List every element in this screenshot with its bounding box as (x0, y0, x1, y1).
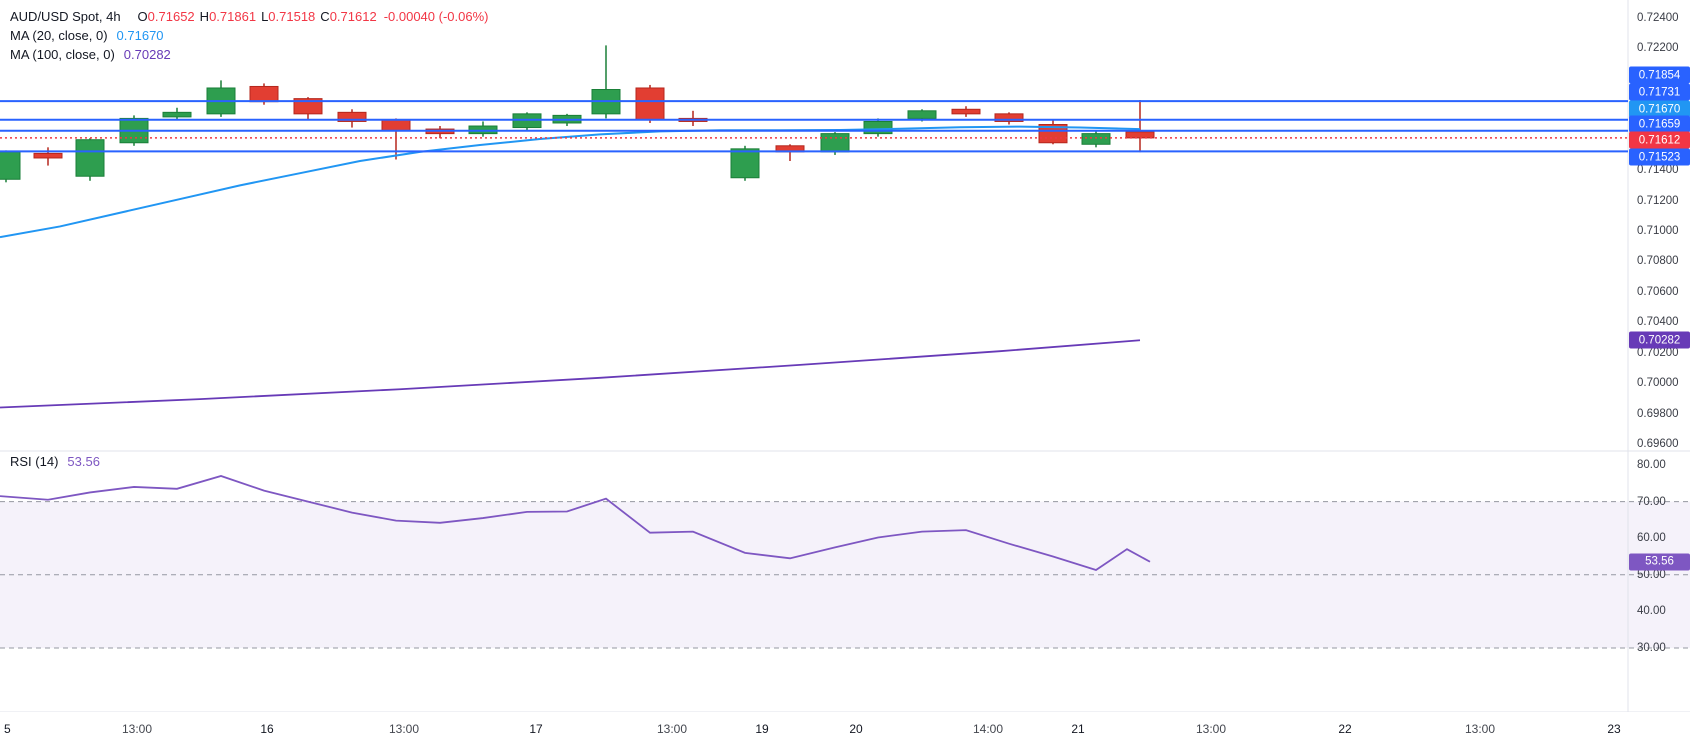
rsi-value-badge: 53.56 (1629, 553, 1690, 571)
ma100-legend-value: 0.70282 (123, 47, 171, 62)
time-tick-label: 16 (260, 722, 274, 736)
ma20-row: MA (20, close, 0) 0.71670 (10, 26, 488, 45)
rsi-line (0, 475, 1151, 572)
rsi-tick-label: 60.00 (1637, 532, 1666, 545)
ohlc-row: AUD/USD Spot, 4h O0.71652 H0.71861 L0.71518… (10, 7, 488, 26)
price-tick-label: 0.70600 (1637, 285, 1679, 298)
rsi-legend-label[interactable]: RSI (14) (10, 454, 59, 469)
candle-body (730, 148, 760, 179)
time-tick-label: 13:00 (1195, 722, 1227, 736)
candle-body (249, 85, 279, 103)
symbol-title[interactable]: AUD/USD Spot, 4h (10, 9, 121, 24)
candle-body (820, 133, 850, 153)
time-tick-label: 23 (1607, 722, 1621, 736)
price-tick-label: 0.70400 (1637, 316, 1679, 329)
price-tick-label: 0.71400 (1637, 164, 1679, 177)
price-tick-label: 0.72200 (1637, 42, 1679, 55)
time-tick-label: 13:00 (121, 722, 153, 736)
time-tick-label: 5 (4, 722, 11, 736)
candle-body (293, 98, 323, 115)
time-axis[interactable]: 5 13:00 16 13:00 17 13:00 19 20 14:00 21 13:00 22 13… (0, 712, 1690, 746)
price-tick-label: 0.71200 (1637, 194, 1679, 207)
low-value: 0.71518 (268, 9, 316, 24)
time-tick-label: 21 (1071, 722, 1085, 736)
time-tick-label: 13:00 (656, 722, 688, 736)
price-badge: 0.71854 (1629, 66, 1690, 84)
rsi-tick-label: 70.00 (1637, 495, 1666, 508)
price-badge: 0.71612 (1629, 131, 1690, 149)
symbol-legend: AUD/USD Spot, 4h O0.71652 H0.71861 L0.71518… (10, 7, 488, 64)
price-tick-label: 0.70200 (1637, 346, 1679, 359)
ma20-line (0, 125, 1141, 239)
price-badge: 0.71659 (1629, 115, 1690, 133)
time-tick-label: 13:00 (388, 722, 420, 736)
price-tick-label: 0.70000 (1637, 377, 1679, 390)
rsi-legend: RSI (14) 53.56 (10, 454, 100, 469)
close-label: C (320, 9, 330, 24)
candle-body (1081, 133, 1111, 145)
low-label: L (261, 9, 269, 24)
time-tick-label: 17 (529, 722, 543, 736)
candle-body (33, 152, 63, 159)
open-label: O (137, 9, 148, 24)
price-badge: 0.71731 (1629, 83, 1690, 101)
candle-body (162, 111, 192, 118)
close-value: 0.71612 (329, 9, 377, 24)
candle-body (75, 139, 105, 177)
candle-body (863, 120, 893, 135)
candle-body (0, 151, 21, 180)
ma20-legend-label[interactable]: MA (20, close, 0) (10, 28, 108, 43)
open-value: 0.71652 (147, 9, 195, 24)
time-tick-label: 13:00 (1464, 722, 1496, 736)
ma100-line (0, 339, 1141, 409)
rsi-tick-label: 30.00 (1637, 642, 1666, 654)
price-axis[interactable]: 0.72400 0.72200 0.71400 0.71200 0.71000 0.708… (1628, 0, 1690, 712)
candle-body (337, 111, 367, 122)
price-tick-label: 0.70800 (1637, 255, 1679, 268)
rsi-tick-label: 80.00 (1637, 459, 1666, 471)
candle-body (951, 108, 981, 115)
candle-body (381, 119, 411, 132)
rsi-tick-label: 50.00 (1637, 568, 1666, 581)
price-badge: 0.71523 (1629, 148, 1690, 166)
high-value: 0.71861 (209, 9, 257, 24)
ma20-legend-value: 0.71670 (116, 28, 164, 43)
price-tick-label: 0.71000 (1637, 225, 1679, 237)
ma100-legend-label[interactable]: MA (100, close, 0) (10, 47, 115, 62)
candle-body (1125, 131, 1155, 139)
price-tick-label: 0.69800 (1637, 407, 1679, 420)
candle-body (994, 113, 1024, 122)
ma100-row: MA (100, close, 0) 0.70282 (10, 45, 488, 64)
rsi-tick-label: 40.00 (1637, 605, 1666, 618)
price-tick-label: 0.72400 (1637, 12, 1679, 24)
price-tick-label: 0.69600 (1637, 438, 1679, 450)
high-label: H (199, 9, 210, 24)
change-value: -0.00040 (-0.06%) (383, 9, 489, 24)
time-tick-label: 19 (755, 722, 769, 736)
price-badge: 0.71670 (1629, 100, 1690, 118)
rsi-legend-value: 53.56 (67, 454, 100, 469)
time-tick-label: 22 (1338, 722, 1352, 736)
candle-body (635, 87, 665, 121)
price-badge: 0.70282 (1629, 331, 1690, 349)
time-tick-label: 14:00 (972, 722, 1004, 736)
time-tick-label: 20 (849, 722, 863, 736)
candle-body (907, 110, 937, 119)
